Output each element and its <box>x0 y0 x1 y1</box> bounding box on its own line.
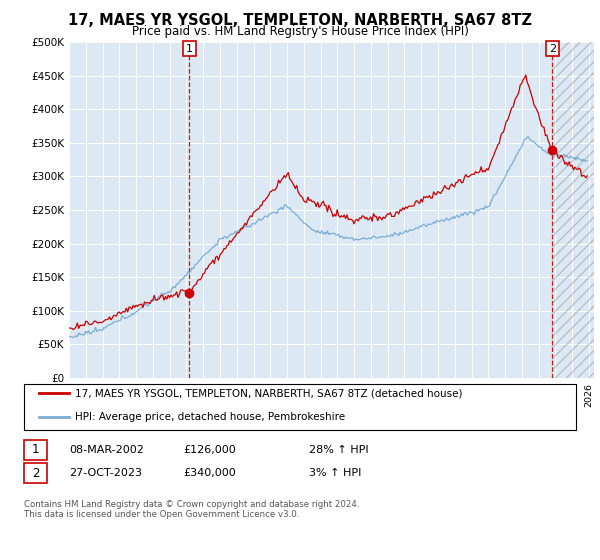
Text: Price paid vs. HM Land Registry's House Price Index (HPI): Price paid vs. HM Land Registry's House … <box>131 25 469 38</box>
Text: £340,000: £340,000 <box>183 468 236 478</box>
Text: 28% ↑ HPI: 28% ↑ HPI <box>309 445 368 455</box>
Text: Contains HM Land Registry data © Crown copyright and database right 2024.
This d: Contains HM Land Registry data © Crown c… <box>24 500 359 519</box>
Bar <box>553 42 598 378</box>
Bar <box>553 42 598 378</box>
Text: 2: 2 <box>32 466 39 480</box>
Text: 08-MAR-2002: 08-MAR-2002 <box>69 445 144 455</box>
Text: £126,000: £126,000 <box>183 445 236 455</box>
Text: 1: 1 <box>32 443 39 456</box>
Text: 27-OCT-2023: 27-OCT-2023 <box>69 468 142 478</box>
Text: 17, MAES YR YSGOL, TEMPLETON, NARBERTH, SA67 8TZ: 17, MAES YR YSGOL, TEMPLETON, NARBERTH, … <box>68 13 532 28</box>
Text: 1: 1 <box>186 44 193 54</box>
Text: HPI: Average price, detached house, Pembrokeshire: HPI: Average price, detached house, Pemb… <box>75 412 345 422</box>
Text: 3% ↑ HPI: 3% ↑ HPI <box>309 468 361 478</box>
Text: 2: 2 <box>549 44 556 54</box>
Text: 17, MAES YR YSGOL, TEMPLETON, NARBERTH, SA67 8TZ (detached house): 17, MAES YR YSGOL, TEMPLETON, NARBERTH, … <box>75 388 463 398</box>
